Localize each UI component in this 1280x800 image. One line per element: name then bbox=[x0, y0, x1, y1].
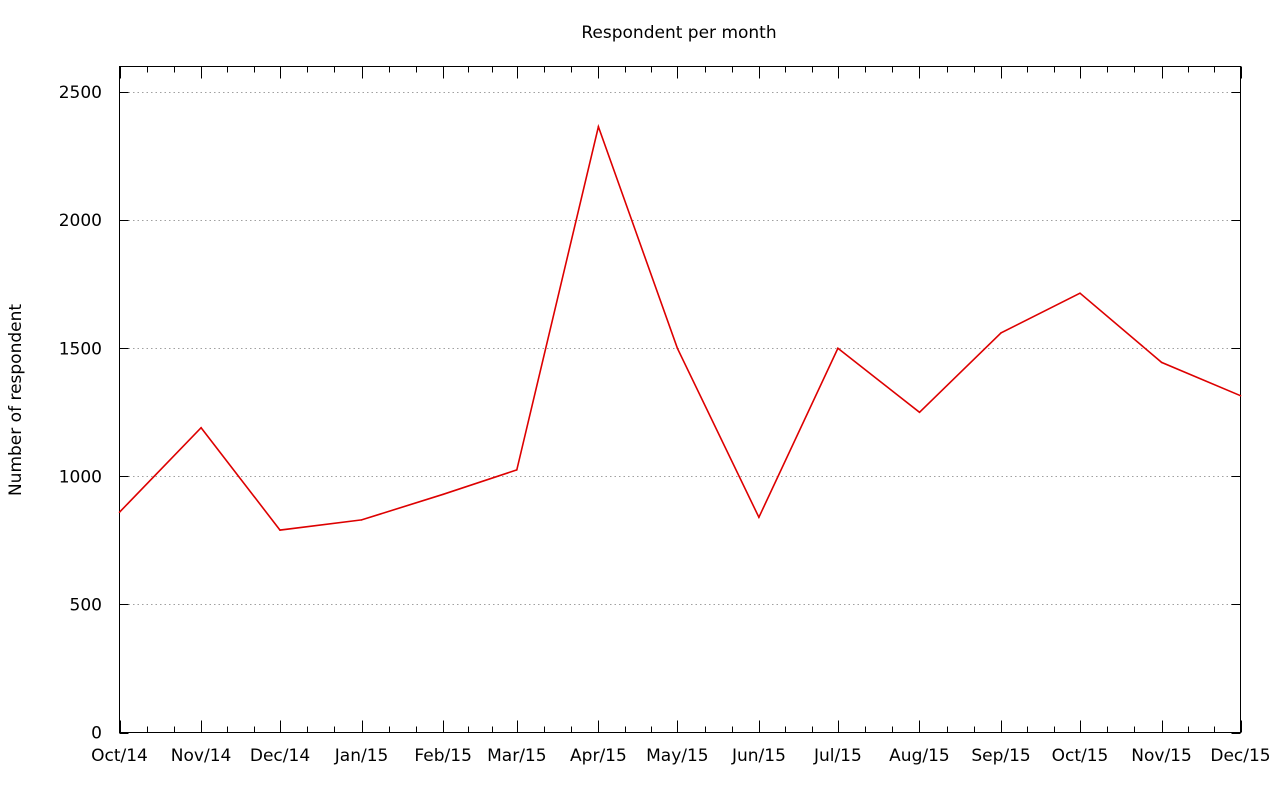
data-point bbox=[1160, 361, 1163, 364]
y-tick-label: 0 bbox=[91, 724, 102, 744]
y-tick-labels: 0 500 1000 1500 2000 2500 bbox=[59, 83, 102, 743]
y-tick-label: 1000 bbox=[59, 467, 102, 487]
data-point bbox=[676, 347, 679, 350]
data-point bbox=[597, 125, 600, 128]
x-tick-label: Jul/15 bbox=[813, 746, 862, 766]
series-line bbox=[118, 123, 1241, 531]
grid-lines bbox=[119, 92, 1241, 605]
plot-frame bbox=[119, 66, 1241, 733]
data-point bbox=[837, 347, 839, 350]
x-tick-label: Dec/14 bbox=[250, 746, 310, 766]
data-point bbox=[442, 493, 445, 496]
x-tick-label: Oct/14 bbox=[91, 746, 148, 766]
x-tick-label: May/15 bbox=[646, 746, 709, 766]
data-point bbox=[360, 519, 363, 521]
data-point bbox=[758, 516, 760, 519]
x-tick-label: Jun/15 bbox=[731, 746, 786, 766]
x-tick-label: Dec/15 bbox=[1210, 746, 1270, 766]
x-tick-label: Feb/15 bbox=[414, 746, 471, 766]
data-point bbox=[1000, 332, 1002, 334]
chart-title: Respondent per month bbox=[581, 23, 776, 43]
x-tick-label: Jan/15 bbox=[334, 746, 389, 766]
y-tick-label: 2000 bbox=[59, 211, 102, 231]
x-tick-label: Nov/15 bbox=[1131, 746, 1192, 766]
x-tick-labels: Oct/14 Nov/14 Dec/14 Jan/15 Feb/15 Mar/15 Apr/… bbox=[91, 746, 1271, 766]
data-point bbox=[516, 469, 518, 471]
y-tick-label: 1500 bbox=[59, 339, 102, 359]
data-point bbox=[1079, 292, 1081, 295]
data-point bbox=[279, 529, 281, 531]
x-tick-label: Nov/14 bbox=[171, 746, 232, 766]
data-point bbox=[1239, 394, 1242, 397]
data-point bbox=[200, 426, 202, 429]
data-point bbox=[918, 411, 921, 414]
x-tick-label: Apr/15 bbox=[570, 746, 627, 766]
y-tick-label: 2500 bbox=[59, 83, 102, 103]
series-group bbox=[118, 123, 1242, 531]
x-tick-label: Aug/15 bbox=[889, 746, 950, 766]
x-tick-label: Mar/15 bbox=[487, 746, 546, 766]
y-axis-label: Number of respondent bbox=[6, 304, 26, 496]
axis-ticks bbox=[119, 66, 1242, 734]
y-tick-label: 500 bbox=[70, 595, 102, 615]
x-tick-label: Oct/15 bbox=[1052, 746, 1109, 766]
data-point bbox=[118, 511, 121, 513]
x-tick-label: Sep/15 bbox=[971, 746, 1030, 766]
